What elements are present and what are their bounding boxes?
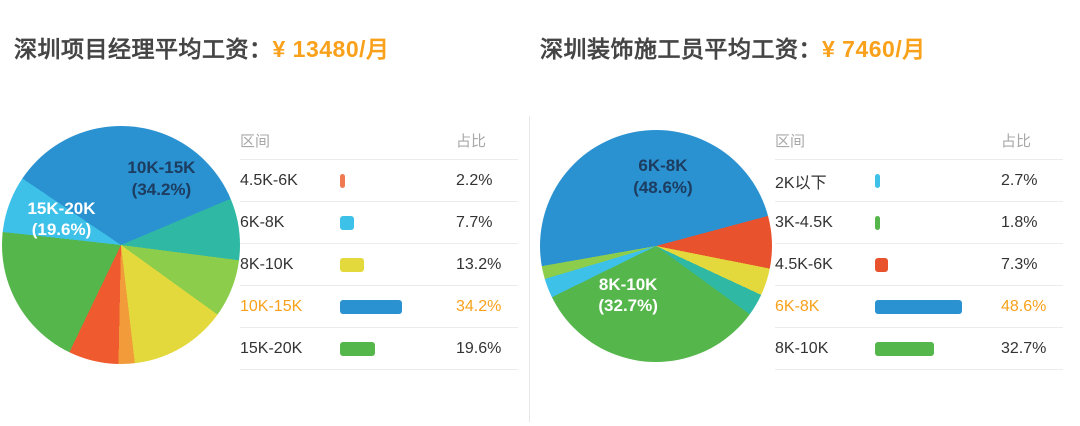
legend-bar [875,257,888,272]
pie-slice-label-share: (34.2%) [131,179,192,199]
legend-range-label: 4.5K-6K [240,171,298,189]
pie-slice-label: 8K-10K (32.7%) [598,273,658,316]
legend-bar [875,341,934,356]
legend-bar [340,341,375,356]
legend-row[interactable]: 8K-10K 13.2% [240,244,518,286]
legend-share-value: 1.8% [1001,213,1038,231]
legend-bar-cell [875,299,1001,314]
pie-chart[interactable]: 10K-15K (34.2%) 15K-20K (19.6%) [2,126,240,364]
legend-range-label: 8K-10K [775,339,829,357]
legend-bar-cell [340,257,456,272]
pie-slice-label-share: (32.7%) [598,295,658,315]
panel-title-text: 深圳项目经理平均工资： [14,36,273,62]
panel-title-value: ¥ 7460/月 [822,36,926,62]
pie-slice-label-range: 15K-20K [27,198,96,218]
legend-rows: 4.5K-6K 2.2% 6K-8K 7.7% 8K-10K 13.2% 10K… [240,160,518,370]
legend-bar-cell [875,257,1001,272]
legend-row[interactable]: 6K-8K 7.7% [240,202,518,244]
legend-share-value: 19.6% [456,339,502,357]
legend-header: 区间 占比 [240,122,518,160]
legend-row[interactable]: 15K-20K 19.6% [240,328,518,370]
panel-title: 深圳项目经理平均工资：¥ 13480/月 [14,30,390,64]
legend-bar [340,173,345,188]
legend-bar [875,215,880,230]
legend-range-label: 15K-20K [240,339,303,357]
legend-col-share: 占比 [456,133,487,150]
pie-chart[interactable]: 6K-8K (48.6%) 8K-10K (32.7%) [540,130,772,362]
pie-slice-label-share: (19.6%) [31,219,92,239]
legend-bar [340,299,402,314]
panel-title-value: ¥ 13480/月 [272,36,390,62]
legend-bar-cell [875,173,1001,188]
legend-col-range: 区间 [240,133,271,150]
panel-title: 深圳装饰施工员平均工资：¥ 7460/月 [540,30,926,64]
legend-range-label: 2K以下 [775,174,827,192]
legend-bar-cell [340,215,456,230]
pie-slice-label-range: 8K-10K [598,274,658,294]
legend-range-label: 8K-10K [240,255,294,273]
legend-share-value: 13.2% [456,255,502,273]
legend-bar [875,173,880,188]
legend-table: 区间 占比 4.5K-6K 2.2% 6K-8K 7.7% 8K-10K 13.… [240,122,518,370]
legend-share-value: 34.2% [456,297,502,315]
legend-share-value: 2.7% [1001,171,1038,189]
pie-slice-label-share: (48.6%) [633,177,693,197]
legend-row[interactable]: 8K-10K 32.7% [775,328,1063,370]
panel-title-text: 深圳装饰施工员平均工资： [540,36,822,62]
legend-share-value: 48.6% [1001,297,1047,315]
legend-range-label: 4.5K-6K [775,255,833,273]
legend-bar [340,257,364,272]
legend-header: 区间 占比 [775,122,1063,160]
pie-slice-label-range: 10K-15K [127,158,196,178]
pie-slice-label: 6K-8K (48.6%) [633,155,693,198]
pie-slice-label: 15K-20K (19.6%) [27,198,95,241]
legend-range-label: 6K-8K [240,213,285,231]
legend-col-range: 区间 [775,133,806,150]
legend-share-value: 32.7% [1001,339,1047,357]
legend-row[interactable]: 4.5K-6K 2.2% [240,160,518,202]
legend-row[interactable]: 10K-15K 34.2% [240,286,518,328]
pie-slice-label: 10K-15K (34.2%) [127,157,195,200]
panel-project-manager: 深圳项目经理平均工资：¥ 13480/月 10K-15K (34.2%) 15K… [0,0,530,426]
legend-bar [875,299,962,314]
legend-row[interactable]: 3K-4.5K 1.8% [775,202,1063,244]
legend-row[interactable]: 2K以下 2.7% [775,160,1063,202]
legend-bar [340,215,354,230]
legend-share-value: 2.2% [456,171,493,189]
legend-bar-cell [340,341,456,356]
legend-range-label: 6K-8K [775,297,820,315]
panel-construction-worker: 深圳装饰施工员平均工资：¥ 7460/月 6K-8K (48.6%) 8K-10… [530,0,1080,426]
legend-row[interactable]: 6K-8K 48.6% [775,286,1063,328]
legend-rows: 2K以下 2.7% 3K-4.5K 1.8% 4.5K-6K 7.3% 6K-8… [775,160,1063,370]
legend-bar-cell [340,173,456,188]
legend-table: 区间 占比 2K以下 2.7% 3K-4.5K 1.8% 4.5K-6K 7.3… [775,122,1063,370]
legend-bar-cell [875,341,1001,356]
legend-range-label: 3K-4.5K [775,213,833,231]
legend-row[interactable]: 4.5K-6K 7.3% [775,244,1063,286]
legend-range-label: 10K-15K [240,297,303,315]
legend-bar-cell [875,215,1001,230]
legend-share-value: 7.3% [1001,255,1038,273]
panel-divider [529,116,530,422]
legend-col-share: 占比 [1001,133,1032,150]
legend-bar-cell [340,299,456,314]
legend-share-value: 7.7% [456,213,493,231]
pie-slice-label-range: 6K-8K [638,156,688,176]
